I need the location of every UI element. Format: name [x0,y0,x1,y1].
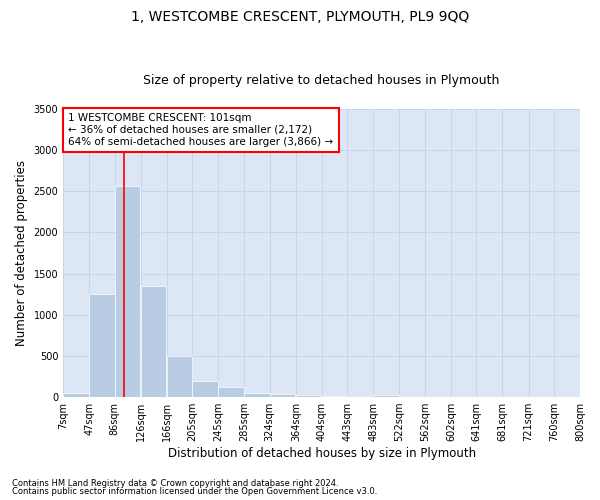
Bar [373,394,399,397]
Bar [63,393,89,397]
Bar [167,356,192,397]
Text: 1 WESTCOMBE CRESCENT: 101sqm
← 36% of detached houses are smaller (2,172)
64% of: 1 WESTCOMBE CRESCENT: 101sqm ← 36% of de… [68,114,334,146]
Bar [89,294,115,397]
Bar [244,392,270,397]
Bar [270,394,295,397]
Y-axis label: Number of detached properties: Number of detached properties [15,160,28,346]
Text: Contains public sector information licensed under the Open Government Licence v3: Contains public sector information licen… [12,487,377,496]
Bar [218,387,244,397]
Bar [141,286,166,397]
Bar [115,186,140,397]
Bar [192,380,218,397]
Text: Contains HM Land Registry data © Crown copyright and database right 2024.: Contains HM Land Registry data © Crown c… [12,478,338,488]
X-axis label: Distribution of detached houses by size in Plymouth: Distribution of detached houses by size … [167,447,476,460]
Text: 1, WESTCOMBE CRESCENT, PLYMOUTH, PL9 9QQ: 1, WESTCOMBE CRESCENT, PLYMOUTH, PL9 9QQ [131,10,469,24]
Bar [296,396,321,397]
Bar [322,396,347,397]
Title: Size of property relative to detached houses in Plymouth: Size of property relative to detached ho… [143,74,500,87]
